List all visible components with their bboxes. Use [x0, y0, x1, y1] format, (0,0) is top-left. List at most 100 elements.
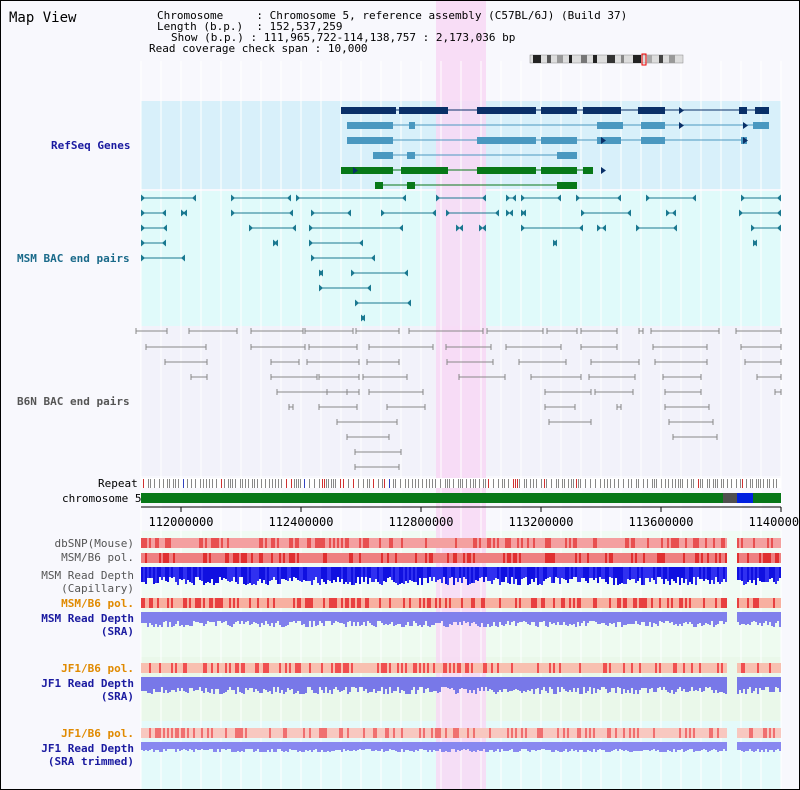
read-depth-bar — [541, 612, 543, 622]
track-label-repeat[interactable]: Repeat — [98, 477, 138, 490]
read-depth-bar — [583, 742, 585, 752]
track-label-msm-pol[interactable]: MSM/B6 pol. — [61, 551, 134, 564]
track-label-dbsnp[interactable]: dbSNP(Mouse) — [54, 537, 134, 550]
track-label-b6n-bac[interactable]: B6N BAC end pairs — [17, 395, 130, 408]
heat-cell — [409, 728, 411, 738]
read-depth-bar — [653, 677, 655, 692]
read-depth-bar — [477, 742, 479, 750]
repeat-element — [412, 479, 413, 488]
heat-cell — [475, 553, 477, 563]
heat-cell — [513, 663, 515, 673]
read-depth-bar — [365, 677, 367, 689]
read-depth-bar — [315, 567, 317, 577]
gene-exon — [583, 107, 621, 114]
repeat-element — [631, 479, 632, 488]
track-label-chromosome[interactable]: chromosome 5 — [62, 492, 142, 505]
read-depth-bar — [547, 677, 549, 693]
read-depth-bar — [643, 742, 645, 750]
read-depth-bar — [705, 612, 707, 623]
heat-cell — [523, 598, 525, 608]
heat-cell — [355, 553, 357, 563]
read-depth-bar — [519, 677, 521, 691]
heat-cell — [581, 598, 583, 608]
track-label-msm-bac[interactable]: MSM BAC end pairs — [17, 252, 130, 265]
heat-cell — [225, 553, 227, 563]
chromosome-ideogram[interactable] — [529, 53, 685, 67]
heat-cell — [299, 663, 301, 673]
read-depth-bar — [591, 742, 593, 752]
heat-cell — [203, 598, 205, 608]
heat-cell — [695, 553, 697, 563]
heat-cell — [523, 728, 525, 738]
heat-cell — [241, 553, 243, 563]
heat-cell — [343, 663, 345, 673]
heat-cell — [303, 553, 305, 563]
track-label-jf1-depth[interactable]: JF1 Read Depth (SRA) — [41, 677, 134, 703]
read-depth-bar — [405, 567, 407, 581]
repeat-element — [300, 479, 301, 488]
msm-bac-end — [436, 194, 440, 202]
read-depth-bar — [717, 677, 719, 693]
heat-cell — [189, 598, 191, 608]
read-depth-bar — [747, 742, 749, 751]
read-depth-bar — [505, 612, 507, 624]
read-depth-bar — [757, 677, 759, 694]
read-depth-bar — [609, 567, 611, 577]
read-depth-bar — [453, 677, 455, 690]
track-label-msm-depth-cap[interactable]: MSM Read Depth (Capillary) — [41, 569, 134, 595]
heat-cell — [199, 663, 201, 673]
read-depth-bar — [705, 742, 707, 750]
heat-cell — [655, 553, 657, 563]
heat-cell — [469, 598, 471, 608]
heat-cell — [231, 728, 233, 738]
heat-cell — [393, 728, 395, 738]
read-depth-bar — [383, 567, 385, 581]
heat-cell — [357, 598, 359, 608]
heat-cell — [591, 663, 593, 673]
read-depth-bar — [167, 742, 169, 749]
heat-cell — [389, 598, 391, 608]
read-depth-bar — [767, 567, 769, 582]
read-depth-bar — [223, 742, 225, 749]
track-label-jf1-pol-trim[interactable]: JF1/B6 pol. — [61, 727, 134, 740]
read-depth-bar — [283, 742, 285, 752]
read-depth-bar — [423, 612, 425, 625]
heat-cell — [379, 538, 381, 548]
heat-cell — [623, 663, 625, 673]
heat-cell — [589, 728, 591, 738]
heat-cell — [265, 538, 267, 548]
heat-cell — [627, 598, 629, 608]
track-label-jf1-depth-trim[interactable]: JF1 Read Depth (SRA trimmed) — [41, 742, 134, 768]
heat-cell — [433, 553, 435, 563]
heat-cell — [613, 553, 615, 563]
read-depth-bar — [375, 677, 377, 693]
msm-bac-end — [162, 209, 166, 217]
heat-cell — [187, 538, 189, 548]
read-depth-bar — [707, 677, 709, 688]
heat-cell — [693, 728, 695, 738]
read-depth-bar — [667, 612, 669, 621]
heat-cell — [327, 538, 329, 548]
heat-cell — [665, 728, 667, 738]
track-label-jf1-pol[interactable]: JF1/B6 pol. — [61, 662, 134, 675]
heat-cell — [469, 663, 471, 673]
read-depth-bar — [715, 612, 717, 625]
read-depth-bar — [573, 677, 575, 688]
read-depth-bar — [331, 742, 333, 751]
read-depth-bar — [753, 612, 755, 621]
heat-cell — [143, 598, 145, 608]
heat-cell — [345, 598, 347, 608]
track-label-msm-depth-sra[interactable]: MSM Read Depth (SRA) — [41, 612, 134, 638]
repeat-element — [652, 479, 653, 488]
track-label-msm-pol-sra[interactable]: MSM/B6 pol. — [61, 597, 134, 610]
heat-cell — [573, 728, 575, 738]
track-label-refseq[interactable]: RefSeq Genes — [51, 139, 131, 152]
heat-cell — [387, 728, 389, 738]
heat-cell — [605, 663, 607, 673]
read-depth-bar — [239, 742, 241, 752]
heat-cell — [333, 598, 335, 608]
show-label: Show (b.p.) — [171, 31, 244, 44]
heat-cell — [411, 728, 413, 738]
heat-cell — [405, 663, 407, 673]
